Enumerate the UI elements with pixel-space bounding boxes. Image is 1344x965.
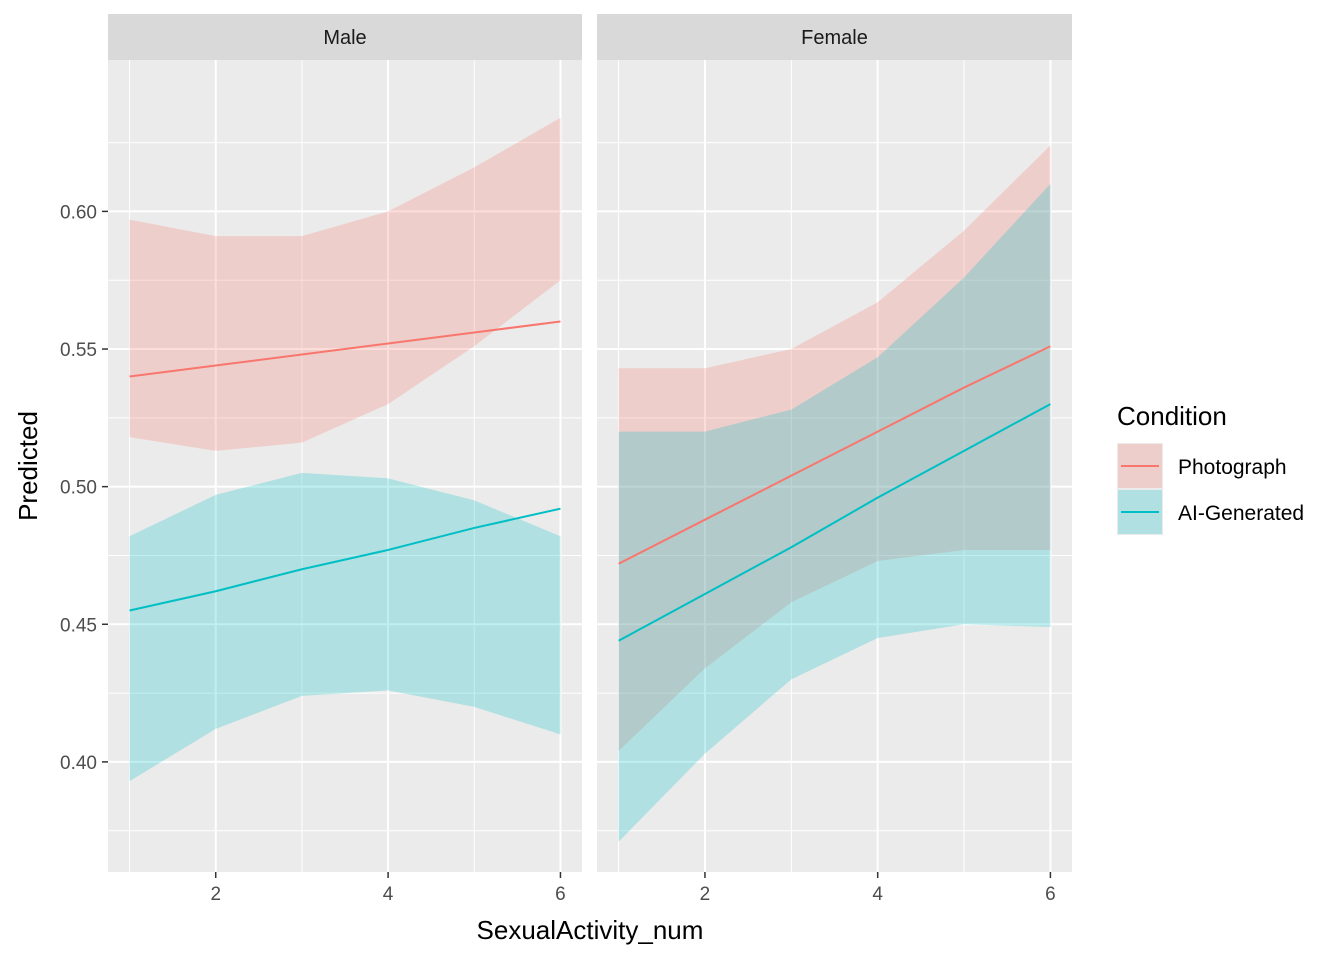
x-tick-label: 6 <box>1045 884 1056 905</box>
legend-title: Condition <box>1117 401 1227 431</box>
x-tick-label: 4 <box>383 884 394 905</box>
ribbon-male-ai-generated <box>129 472 561 782</box>
x-tick-label: 2 <box>700 884 711 905</box>
legend-keys: Photograph AI-Generated <box>1117 443 1304 535</box>
strip-label-male: Male <box>323 27 366 49</box>
legend-label-ai-generated: AI-Generated <box>1178 502 1304 525</box>
panel-background-male <box>108 60 582 872</box>
legend: Condition Photograph AI-Generated <box>1117 401 1304 535</box>
ribbon-female-photograph <box>618 145 1051 751</box>
strip-label-female: Female <box>801 27 868 49</box>
x-tick-label: 6 <box>555 884 566 905</box>
y-tick-label: 0.45 <box>60 615 97 636</box>
line-female-ai-generated <box>618 403 1051 642</box>
x-axis-title: SexualActivity_num <box>477 915 704 945</box>
y-tick-label: 0.60 <box>60 202 97 223</box>
line-female-photograph <box>618 345 1051 565</box>
y-axis-title: Predicted <box>13 411 43 521</box>
x-tick-label: 2 <box>210 884 221 905</box>
ribbon-male-photograph <box>129 117 561 451</box>
panel-background-female <box>597 60 1072 872</box>
y-axis: 0.40 0.45 0.50 0.55 0.60 <box>60 202 108 774</box>
line-male-ai-generated <box>129 507 561 612</box>
panel-female: Female 2 4 6 <box>597 14 1072 905</box>
facet-panels: Male 2 4 6 Female 2 4 6 <box>108 14 1072 905</box>
panel-male: Male 2 4 6 <box>108 14 582 905</box>
y-tick-label: 0.55 <box>60 340 97 361</box>
strip-male <box>108 14 582 60</box>
legend-label-photograph: Photograph <box>1178 456 1287 479</box>
strip-female <box>597 14 1072 60</box>
x-tick-label: 4 <box>872 884 883 905</box>
line-male-photograph <box>129 320 561 378</box>
ribbon-female-ai-generated <box>618 183 1051 842</box>
y-tick-label: 0.40 <box>60 753 97 774</box>
y-tick-label: 0.50 <box>60 478 97 499</box>
